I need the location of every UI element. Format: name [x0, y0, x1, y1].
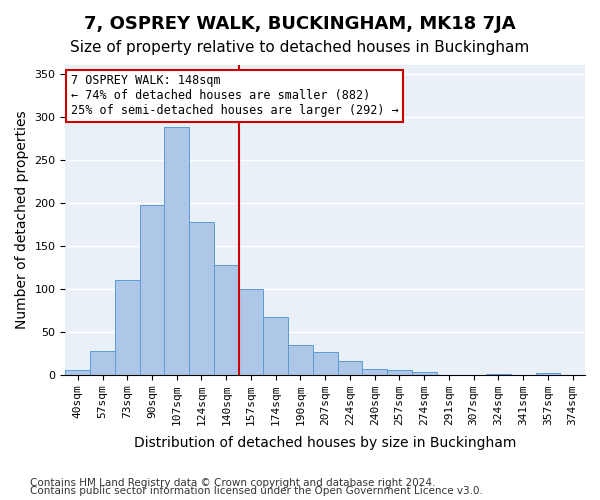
Bar [288, 344, 313, 374]
Bar [536, 373, 560, 374]
Text: Contains public sector information licensed under the Open Government Licence v3: Contains public sector information licen… [30, 486, 483, 496]
Y-axis label: Number of detached properties: Number of detached properties [15, 110, 29, 329]
Bar [189, 222, 214, 374]
Bar [214, 264, 239, 374]
Bar [313, 352, 338, 374]
Text: 7, OSPREY WALK, BUCKINGHAM, MK18 7JA: 7, OSPREY WALK, BUCKINGHAM, MK18 7JA [84, 15, 516, 33]
Bar [65, 370, 90, 374]
Bar [239, 288, 263, 374]
Bar [362, 368, 387, 374]
Bar [387, 370, 412, 374]
Bar [263, 317, 288, 374]
X-axis label: Distribution of detached houses by size in Buckingham: Distribution of detached houses by size … [134, 436, 517, 450]
Text: Size of property relative to detached houses in Buckingham: Size of property relative to detached ho… [70, 40, 530, 55]
Bar [338, 361, 362, 374]
Text: 7 OSPREY WALK: 148sqm
← 74% of detached houses are smaller (882)
25% of semi-det: 7 OSPREY WALK: 148sqm ← 74% of detached … [71, 74, 398, 118]
Bar [90, 352, 115, 374]
Bar [115, 280, 140, 374]
Bar [412, 372, 437, 374]
Bar [164, 127, 189, 374]
Bar [140, 205, 164, 374]
Text: Contains HM Land Registry data © Crown copyright and database right 2024.: Contains HM Land Registry data © Crown c… [30, 478, 436, 488]
